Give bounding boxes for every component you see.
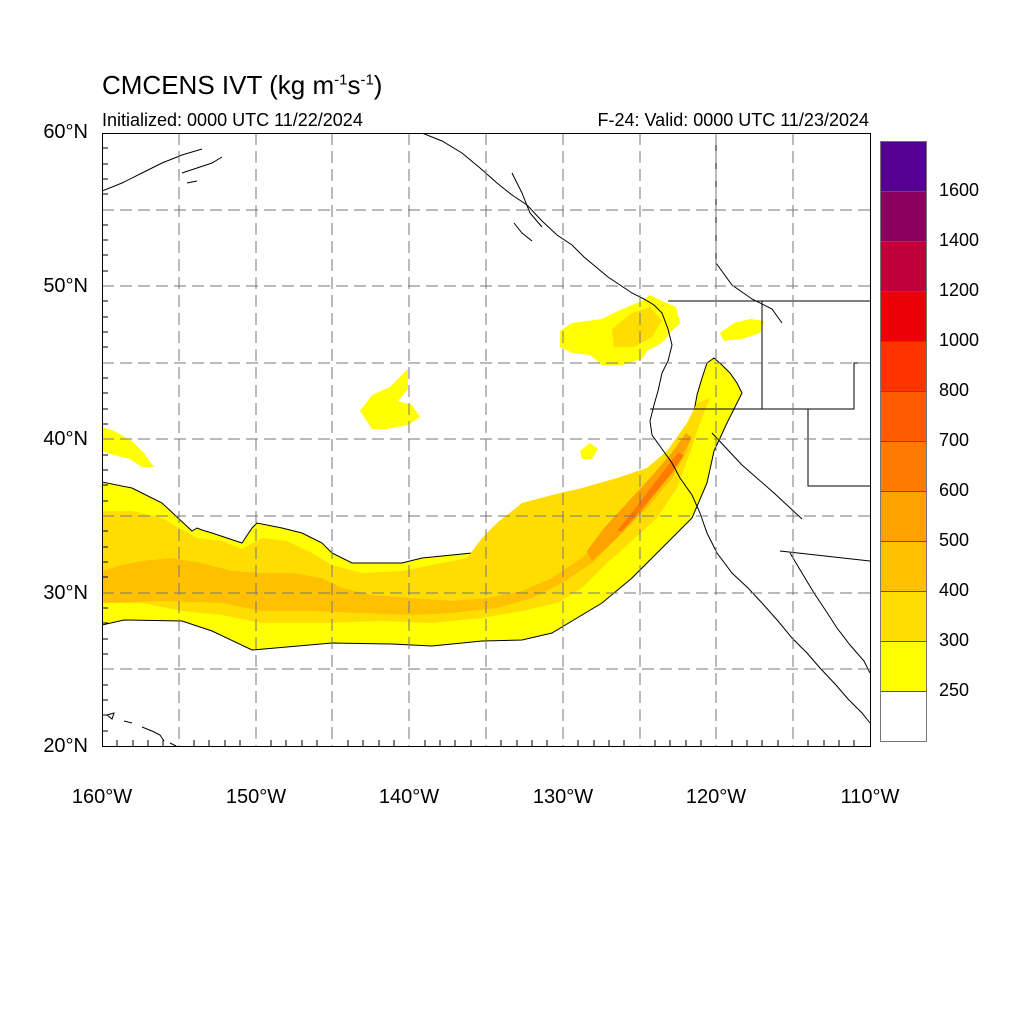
ivt-band-600 [617, 453, 684, 531]
colorbar-box [881, 642, 926, 692]
ivt-patch-idaho [720, 319, 764, 341]
north-america-coast [421, 133, 870, 724]
lat-label-30: 30°N [43, 582, 88, 604]
colorbar [880, 141, 927, 742]
lon-label-120w: 120°W [685, 786, 747, 808]
ivt-patch-north-pacific [360, 369, 420, 429]
axis-ticks [102, 147, 855, 746]
ivt-band-300 [102, 398, 710, 623]
colorbar-label-1400: 1400 [939, 230, 980, 250]
lat-label-50: 50°N [43, 275, 88, 297]
colorbar-label-1600: 1600 [939, 180, 980, 200]
grid-lines [102, 133, 870, 746]
colorbar-box [881, 392, 926, 442]
lat-label-40: 40°N [43, 428, 88, 450]
colorbar-label-500: 500 [939, 530, 970, 550]
colorbar-label-250: 250 [939, 680, 970, 700]
colorbar-label-300: 300 [939, 630, 970, 650]
colorbar-label-1200: 1200 [939, 280, 980, 300]
colorbar-box [881, 292, 926, 342]
colorbar-label-700: 700 [939, 430, 970, 450]
lon-label-140w: 140°W [378, 786, 440, 808]
ivt-band-400 [102, 433, 692, 615]
ivt-patch-pnw-inner [612, 307, 662, 347]
colorbar-label-400: 400 [939, 580, 970, 600]
lon-label-150w: 150°W [225, 786, 287, 808]
lat-label-20: 20°N [43, 735, 88, 757]
gulf-of-california-coast [789, 552, 870, 674]
map-title: CMCENS IVT (kg m-1s-1) [102, 70, 383, 100]
colorbar-label-600: 600 [939, 480, 970, 500]
lon-label-130w: 130°W [532, 786, 594, 808]
lon-label-160w: 160°W [71, 786, 133, 808]
hawaii-islands [105, 712, 177, 746]
valid-time-label: F-24: Valid: 0000 UTC 11/23/2024 [597, 110, 870, 130]
ivt-patch-hawaii [580, 443, 598, 459]
political-borders [650, 133, 870, 562]
colorbar-box [881, 592, 926, 642]
lon-label-110w: 110°W [840, 786, 900, 808]
init-time-label: Initialized: 0000 UTC 11/22/2024 [102, 110, 363, 130]
colorbar-box [881, 142, 926, 192]
alaska-islands [102, 148, 543, 242]
colorbar-label-800: 800 [939, 380, 970, 400]
colorbar-box [881, 492, 926, 542]
colorbar-box [881, 342, 926, 392]
colorbar-box [881, 542, 926, 592]
lat-label-60: 60°N [43, 121, 88, 143]
colorbar-box [881, 192, 926, 242]
colorbar-box [881, 692, 926, 741]
colorbar-box [881, 242, 926, 292]
ivt-map [102, 133, 870, 746]
colorbar-box [881, 442, 926, 492]
ivt-patch-west [102, 427, 154, 467]
map-panel [102, 133, 870, 746]
colorbar-label-1000: 1000 [939, 330, 980, 350]
